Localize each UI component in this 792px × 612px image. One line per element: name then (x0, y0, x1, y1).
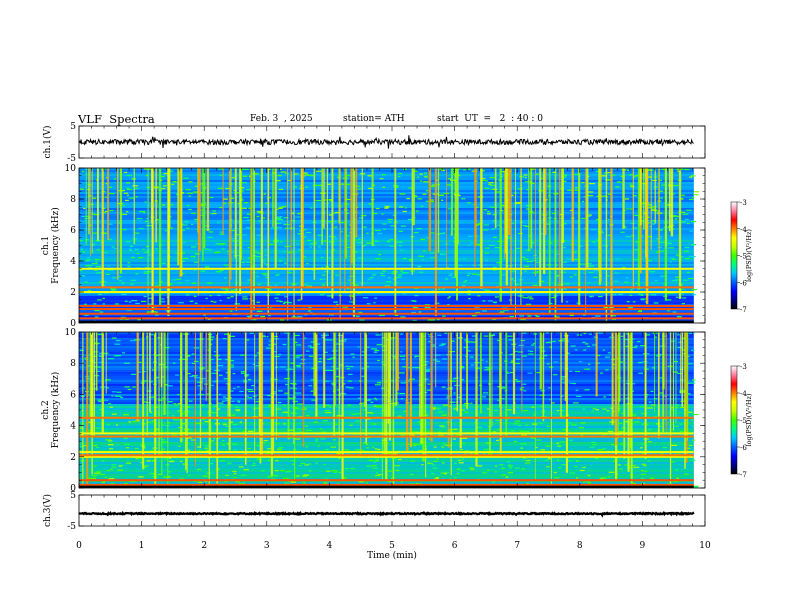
ch2-spectrogram-image (79, 332, 699, 488)
ch1-waveform-ytick-label: 5 (70, 122, 76, 132)
x-tick-label: 8 (577, 541, 583, 551)
ch1-spectrogram-ytick-label: 2 (70, 288, 76, 298)
chart-title: VLF Spectra (78, 112, 155, 126)
ch1-spectrogram-band (79, 291, 694, 293)
ch1-spectrogram-ytick-label: 10 (65, 164, 77, 174)
ch2-spectrogram-ytick-label: 10 (65, 328, 77, 338)
ch1-spectrogram-channel-label: ch.1 (41, 236, 51, 255)
ch1-spectrogram-colorbar-tick: -3 (740, 199, 747, 207)
x-tick-label: 5 (389, 541, 395, 551)
ch2-spectrogram-band (79, 416, 694, 419)
ch2-spectrogram-band (79, 432, 694, 435)
ch2-spectrogram-ytick-label: 0 (70, 484, 76, 494)
ch2-spectrogram-colorbar-tick: -5 (740, 417, 747, 425)
ch2-spectrogram-ylabel: Frequency (kHz) (50, 372, 61, 449)
header-start-ut: start UT = 2 : 40 : 0 (437, 114, 543, 124)
ch2-spectrogram-band (79, 454, 694, 457)
ch2-spectrogram-colorbar-tick: -4 (740, 390, 747, 398)
ch2-spectrogram-ytick-label: 8 (70, 359, 76, 369)
x-tick-label: 1 (139, 541, 145, 551)
ch2-spectrogram-ytick-label: 6 (70, 390, 76, 400)
ch2-spectrogram-ytick-label: 4 (70, 422, 76, 432)
ch2-spectrogram-ytick-label: 2 (70, 453, 76, 463)
ch1-spectrogram-colorbar-label: log(PSD)(V²/Hz) (745, 229, 753, 282)
ch1-spectrogram-ytick-label: 6 (70, 226, 76, 236)
ch2-spectrogram-colorbar-tick: -3 (740, 363, 747, 371)
header-station: station= ATH (343, 114, 405, 124)
ch2-spectrogram-band (79, 479, 694, 482)
ch1-spectrogram-colorbar-tick: -5 (740, 253, 747, 261)
x-tick-label: 0 (76, 541, 82, 551)
ch1-spectrogram-ylabel: Frequency (kHz) (50, 207, 61, 284)
ch2-spectrogram-colorbar-tick: -7 (740, 471, 747, 479)
ch1-spectrogram-colorbar-tick: -7 (740, 306, 747, 314)
ch1-spectrogram-band (79, 304, 694, 307)
ch1-spectrogram-band (79, 308, 694, 311)
x-tick-label: 6 (452, 541, 458, 551)
ch1-spectrogram-colorbar-tick: -6 (740, 279, 747, 287)
x-tick-label: 10 (699, 541, 711, 551)
ch1-spectrogram-band (79, 286, 694, 289)
x-tick-label: 9 (640, 541, 646, 551)
x-tick-label: 2 (201, 541, 207, 551)
ch2-spectrogram-dc-floor (79, 485, 694, 488)
ch3-waveform-ytick-label: -5 (67, 522, 76, 532)
ch1-spectrogram-band (79, 267, 694, 270)
ch1-spectrogram-ytick-label: 8 (70, 195, 76, 205)
ch2-spectrogram-colorbar-label: log(PSD)(V²/Hz) (745, 393, 753, 446)
ch1-spectrogram-ytick-label: 0 (70, 319, 76, 329)
x-axis-label: Time (min) (367, 550, 417, 561)
ch3-waveform-ylabel: ch.3(V) (42, 494, 53, 527)
ch2-spectrogram-band (79, 455, 694, 458)
ch2-spectrogram-band (79, 435, 694, 438)
ch1-spectrogram-image (79, 168, 700, 323)
ch1-spectrogram-dc-floor (79, 320, 694, 323)
ch1-spectrogram-ytick-label: 4 (70, 257, 76, 267)
ch1-waveform-trace (78, 135, 694, 149)
header-date: Feb. 3 , 2025 (250, 114, 313, 124)
ch3-waveform-ytick-label: 5 (70, 491, 76, 501)
ch1-waveform-ylabel: ch.1(V) (42, 126, 53, 159)
x-tick-label: 7 (514, 541, 520, 551)
ch2-spectrogram-colorbar (730, 365, 738, 475)
ch1-spectrogram-band (79, 317, 694, 320)
ch3-waveform-trace (78, 510, 695, 518)
ch2-spectrogram-band (79, 483, 694, 486)
ch1-waveform-ytick-label: -5 (67, 154, 76, 164)
ch2-spectrogram-channel-label: ch.2 (41, 400, 51, 419)
x-tick-label: 3 (264, 541, 270, 551)
ch2-spectrogram-colorbar-tick: -6 (740, 444, 747, 452)
ch2-spectrogram-band (79, 451, 694, 454)
ch1-spectrogram-band (79, 312, 694, 315)
ch1-spectrogram-colorbar-tick: -4 (740, 226, 747, 234)
ch1-spectrogram-colorbar (730, 201, 738, 310)
x-tick-label: 4 (327, 541, 333, 551)
